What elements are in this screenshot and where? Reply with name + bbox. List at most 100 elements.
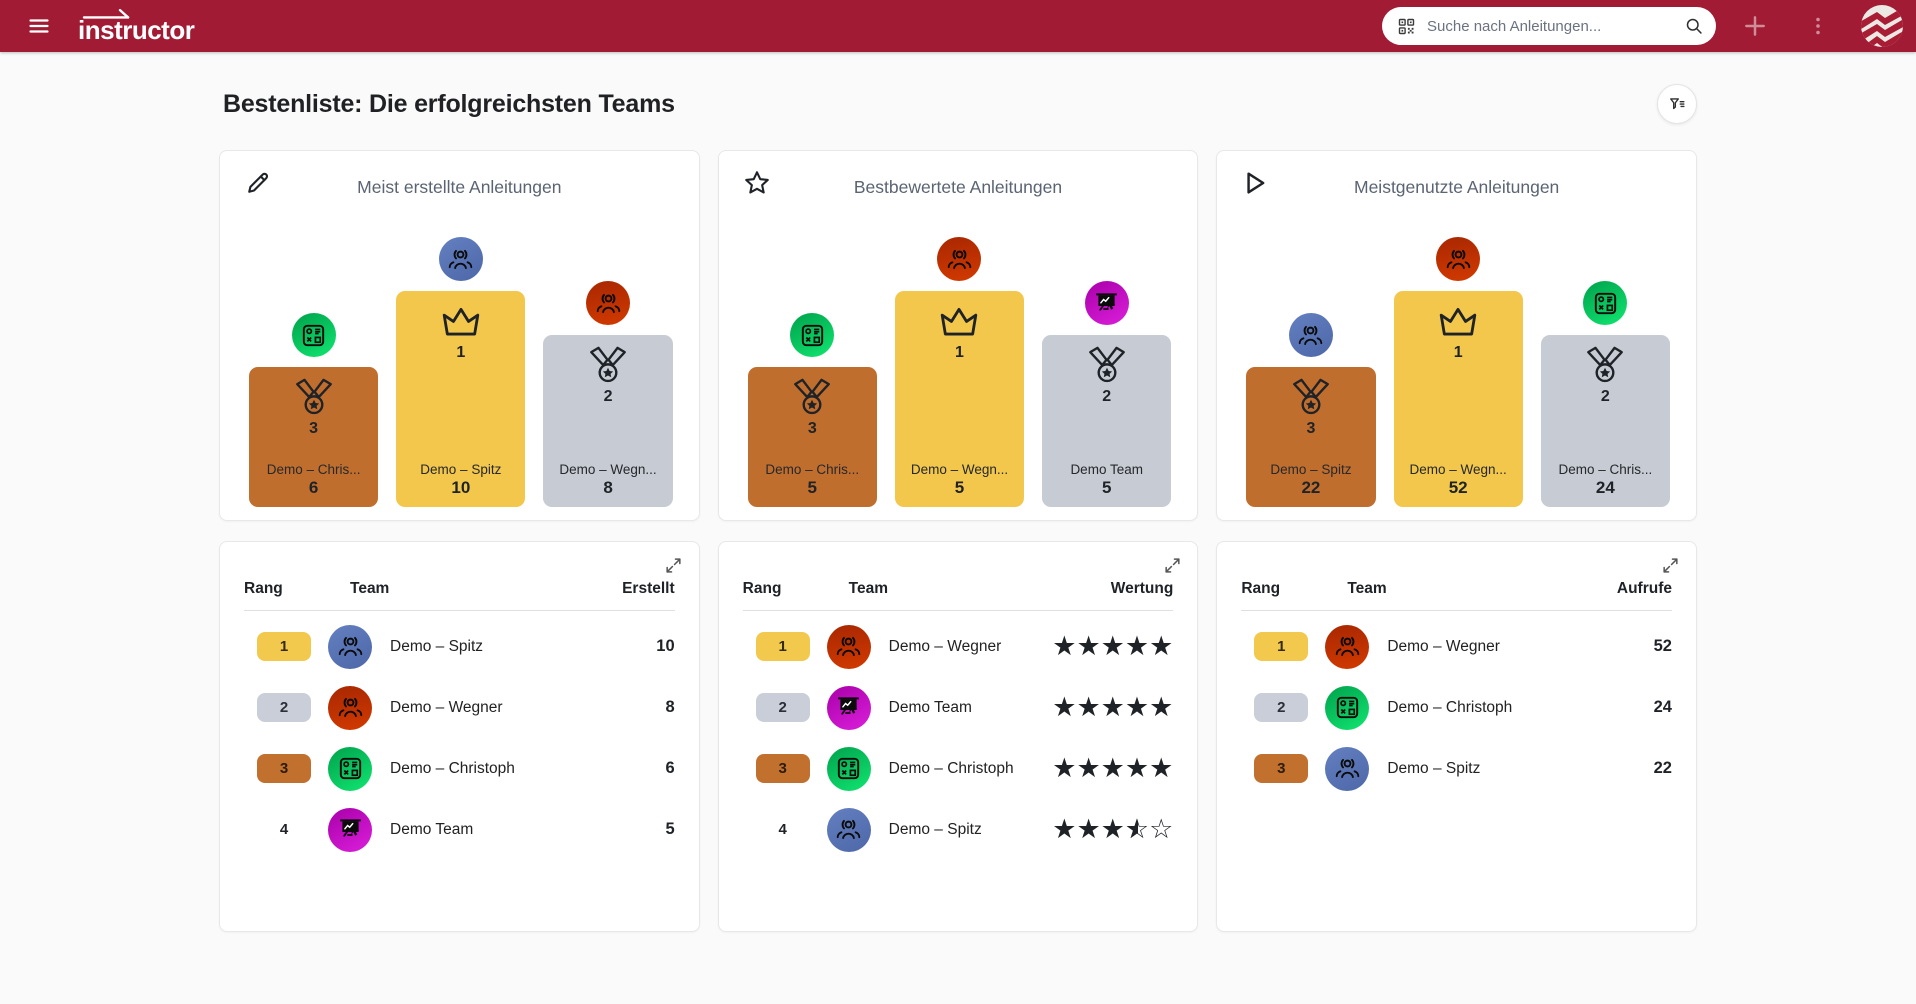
podium-team-name: Demo – Wegn... [910,462,1009,477]
star-full-icon: ★ [1149,692,1174,723]
rank-badge-bronze: 3 [257,754,311,783]
star-full-icon: ★ [1100,814,1125,845]
filter-icon [1669,97,1685,109]
podium-rank: 2 [1600,388,1610,405]
account-avatar[interactable] [1860,4,1904,48]
hamburger-menu-icon[interactable] [24,11,54,41]
team-name: Demo Team [390,820,474,838]
filter-button[interactable] [1657,84,1697,124]
value-text: 52 [1653,637,1672,655]
medal-icon [1584,346,1626,386]
podium-card-title: Bestbewertete Anleitungen [853,177,1063,197]
team-name: Demo – Spitz [390,637,484,655]
column-header-value: Aufrufe [1616,580,1672,597]
podium-value: 8 [603,478,613,497]
search-input[interactable] [1427,17,1674,35]
team-avatar-green-machine [790,313,835,357]
podium-bar-third: 3 Demo – Chris... 6 [249,367,379,507]
podium-team-name: Demo – Spitz [1270,462,1352,477]
topbar: instructor [0,0,1916,52]
rank-badge-silver: 2 [257,693,311,722]
more-vertical-icon[interactable] [1806,14,1830,38]
star-full-icon: ★ [1052,692,1077,723]
table-row: 4 Demo Team 5 [244,799,675,860]
podium-value: 5 [1101,478,1112,497]
star-full-icon: ★ [1076,814,1101,845]
team-avatar-red-people [826,624,871,669]
column-header-value: Wertung [1110,580,1174,597]
podium-bar-third: 3 Demo – Chris... 5 [747,367,877,507]
podium-rank: 3 [1306,420,1316,437]
rank-badge-silver: 2 [755,693,810,722]
star-full-icon: ★ [1100,631,1125,662]
team-avatar-green-machine [328,746,372,791]
team-name: Demo – Wegner [1387,637,1500,655]
team-avatar-blue-people [438,237,483,281]
crown-icon [1437,302,1479,342]
add-icon[interactable] [1742,13,1768,39]
team-avatar-red-people [1325,624,1370,669]
podium-value: 6 [308,478,319,497]
medal-icon [587,346,629,386]
team-avatar-green-machine [1583,281,1628,325]
podium-rank: 2 [1102,388,1112,405]
expand-icon[interactable] [1658,552,1684,578]
star-full-icon: ★ [1100,753,1125,784]
medal-icon [791,378,833,418]
value-text: 8 [665,698,675,716]
podium-team-name: Demo – Wegn... [1409,462,1507,477]
value-text: 10 [656,637,675,655]
team-avatar-magenta-presentation [826,685,871,730]
star-full-icon: ★ [1124,631,1150,662]
logo-text: instructor [78,15,195,45]
podium-team-name: Demo Team [1070,462,1143,477]
rank-badge-gold: 1 [1254,632,1309,661]
column-header-team: Team [848,580,888,597]
qr-scan-icon[interactable] [1396,16,1417,37]
medal-icon [1290,378,1332,418]
crown-icon [440,302,482,342]
podium-value: 24 [1595,478,1615,497]
rank-badge-silver: 2 [1254,693,1309,722]
table-row: 2 Demo – Wegner 8 [244,677,675,738]
expand-icon[interactable] [661,552,687,578]
podium-rank: 3 [309,420,319,437]
star-full-icon: ★ [1076,631,1101,662]
rating-stars: ★ ★ ★ ☆ ★ ☆ [1052,814,1173,845]
team-avatar-blue-people [1288,313,1333,357]
team-avatar-green-machine [291,313,336,357]
star-full-icon: ★ [1052,631,1077,662]
podium-column-first: 1 Demo – Wegn... 5 [894,237,1025,507]
podium-value: 5 [807,478,817,497]
search-icon[interactable] [1684,16,1704,36]
star-full-icon: ★ [1076,692,1101,723]
podium-value: 5 [954,478,965,497]
podium-bar-second: 2 Demo – Wegn... 8 [543,335,673,507]
podium-column-third: 3 Demo – Spitz 22 [1246,313,1376,507]
star-full-icon: ★ [1100,692,1125,723]
app-logo[interactable]: instructor [78,8,195,45]
star-full-icon: ★ [1052,753,1077,784]
leaderboard-table-card: Rang Team Wertung 1 Demo – Wegner ★ ★ ★ ★ ★ 2 Demo … [717,541,1199,932]
search-bar[interactable] [1382,7,1716,45]
podium: 3 Demo – Spitz 22 1 Demo – Wegn... 52 2 Demo – … [1246,237,1670,507]
expand-icon[interactable] [1159,552,1185,578]
value-text: 24 [1653,698,1672,716]
team-avatar-red-people [328,685,372,730]
team-name: Demo – Wegner [888,637,1002,655]
star-icon [743,169,771,197]
team-avatar-red-people [937,237,982,281]
team-avatar-blue-people [826,807,871,852]
table-row: 2 Demo – Christoph 24 [1241,677,1672,738]
column-header-team: Team [1347,580,1387,597]
table-row: 2 Demo Team ★ ★ ★ ★ ★ [743,677,1174,738]
team-avatar-magenta-presentation [1084,281,1129,325]
rating-stars: ★ ★ ★ ★ ★ [1052,631,1173,662]
rank-number: 4 [279,821,289,838]
page-title: Bestenliste: Die erfolgreichsten Teams [223,89,675,118]
podium-card-title: Meist erstellte Anleitungen [357,177,562,197]
rank-badge-gold: 1 [755,632,810,661]
star-full-icon: ★ [1149,753,1174,784]
podium-column-second: 2 Demo – Chris... 24 [1540,281,1670,507]
value-text: 22 [1653,759,1672,777]
